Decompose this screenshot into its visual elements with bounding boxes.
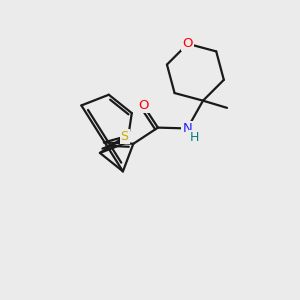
Text: S: S <box>121 130 128 143</box>
Text: H: H <box>190 131 200 144</box>
Text: O: O <box>138 99 148 112</box>
Text: N: N <box>182 122 192 135</box>
Text: O: O <box>182 37 193 50</box>
